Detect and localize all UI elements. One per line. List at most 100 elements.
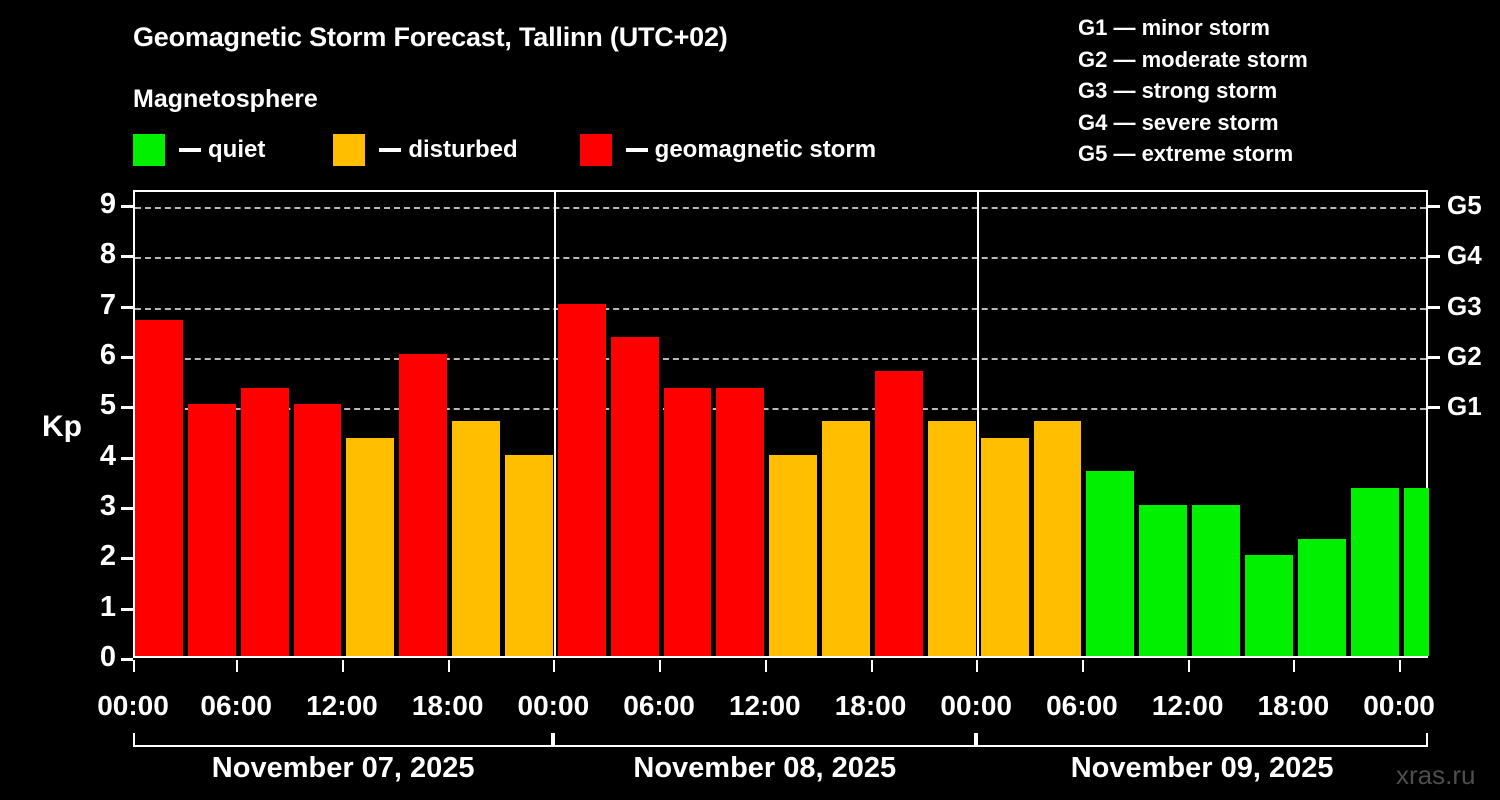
legend-dash-icon	[625, 148, 648, 152]
legend-entry-storm: geomagnetic storm	[579, 134, 877, 166]
legend-entry-quiet: quiet	[133, 134, 265, 166]
x-tick-label-7: 18:00	[834, 690, 907, 721]
y-tick-label-8: 8	[99, 238, 116, 271]
bar[interactable]	[452, 421, 500, 656]
day-bracket-2	[553, 733, 977, 747]
bar[interactable]	[187, 404, 236, 656]
bar[interactable]	[505, 454, 553, 656]
g-scale-row-g3: G3 — strong storm	[1078, 78, 1278, 103]
x-tick-label-1: 06:00	[200, 690, 273, 721]
x-tick-8	[976, 660, 979, 672]
bar[interactable]	[716, 387, 765, 656]
y-tick-9	[121, 205, 133, 209]
legend-label-storm: geomagnetic storm	[654, 136, 877, 163]
plot-inner	[135, 192, 1429, 656]
day-label-2: November 08, 2025	[633, 752, 897, 784]
x-tick-10	[1187, 660, 1190, 672]
y-tick-label-9: 9	[99, 188, 116, 221]
g-tick-G4	[1428, 255, 1440, 259]
watermark: xras.ru	[1396, 760, 1476, 790]
legend-entry-disturbed: disturbed	[333, 134, 518, 166]
g-tick-label-G2: G2	[1447, 341, 1482, 372]
bar[interactable]	[610, 337, 659, 656]
bar[interactable]	[663, 387, 712, 656]
x-tick-label-2: 12:00	[306, 690, 378, 721]
day-separator-2	[977, 192, 980, 656]
x-tick-12	[1399, 660, 1402, 672]
x-tick-label-8: 00:00	[940, 690, 1013, 721]
x-tick-0	[133, 660, 135, 672]
x-tick-label-9: 06:00	[1046, 690, 1118, 721]
bar[interactable]	[1192, 505, 1240, 656]
x-tick-4	[553, 660, 556, 672]
storm-swatch-icon	[579, 134, 612, 166]
g-scale-row-g5: G5 — extreme storm	[1078, 141, 1294, 166]
x-tick-label-0: 00:00	[97, 690, 169, 721]
bar[interactable]	[927, 421, 976, 656]
bar[interactable]	[1245, 555, 1293, 656]
g-scale-row-g4: G4 — severe storm	[1078, 109, 1279, 135]
magnetosphere-label: Magnetosphere	[133, 85, 318, 113]
x-tick-label-11: 18:00	[1257, 690, 1330, 721]
legend-label-disturbed: disturbed	[408, 136, 518, 163]
day-bracket-1	[133, 733, 554, 747]
bar[interactable]	[980, 438, 1029, 656]
x-tick-label-6: 12:00	[728, 690, 801, 721]
bar[interactable]	[1297, 538, 1346, 656]
y-axis-title: Kp	[42, 410, 82, 443]
x-tick-11	[1293, 660, 1296, 672]
bar[interactable]	[557, 303, 606, 656]
x-tick-6	[764, 660, 767, 672]
gridline-kp-9	[135, 207, 1426, 210]
y-tick-3	[121, 507, 133, 511]
color-legend: quiet disturbed geomagnetic storm	[133, 133, 876, 167]
gridline-kp-5	[135, 408, 1426, 411]
x-tick-5	[659, 660, 662, 672]
g-scale-row-g2: G2 — moderate storm	[1078, 46, 1308, 72]
g-tick-label-G1: G1	[1447, 391, 1482, 422]
bar[interactable]	[1086, 471, 1135, 656]
x-tick-9	[1081, 660, 1084, 672]
bar[interactable]	[875, 370, 923, 656]
bar[interactable]	[293, 404, 342, 656]
y-tick-label-4: 4	[99, 439, 116, 472]
y-tick-6	[121, 356, 133, 360]
x-tick-label-5: 06:00	[623, 690, 695, 721]
bar[interactable]	[346, 438, 395, 656]
gridline-kp-8	[135, 257, 1426, 260]
y-tick-4	[121, 456, 133, 460]
g-tick-label-G5: G5	[1447, 190, 1482, 221]
day-bracket-3	[976, 733, 1428, 747]
bar[interactable]	[769, 454, 818, 656]
g-tick-G1	[1428, 406, 1440, 410]
g-tick-label-G4: G4	[1447, 240, 1482, 271]
y-tick-label-7: 7	[99, 288, 116, 321]
day-label-1: November 07, 2025	[211, 752, 475, 784]
y-tick-label-6: 6	[99, 339, 116, 372]
y-tick-label-0: 0	[99, 641, 116, 673]
bar[interactable]	[1139, 505, 1188, 656]
bar[interactable]	[135, 320, 183, 656]
bar[interactable]	[399, 354, 448, 656]
disturbed-swatch-icon	[333, 134, 366, 166]
y-tick-label-1: 1	[99, 590, 116, 623]
plot-area	[133, 190, 1429, 658]
bar[interactable]	[1403, 488, 1429, 656]
legend-dash-icon	[179, 148, 201, 152]
gridline-kp-6	[135, 358, 1426, 361]
x-tick-label-4: 00:00	[517, 690, 590, 721]
bar[interactable]	[1350, 488, 1399, 656]
bar[interactable]	[1033, 421, 1082, 656]
g-scale-legend: G1 — minor storm G2 — moderate storm G3 …	[1078, 12, 1308, 170]
y-tick-7	[121, 305, 133, 309]
page-title: Geomagnetic Storm Forecast, Tallinn (UTC…	[133, 22, 728, 52]
y-tick-label-3: 3	[99, 490, 116, 523]
y-tick-label-5: 5	[99, 389, 116, 422]
x-tick-3	[447, 660, 450, 672]
quiet-swatch-icon	[133, 134, 165, 166]
x-tick-label-10: 12:00	[1151, 690, 1224, 721]
x-tick-7	[870, 660, 873, 672]
bar[interactable]	[822, 421, 870, 656]
bar[interactable]	[240, 387, 289, 656]
day-label-3: November 09, 2025	[1070, 752, 1334, 784]
